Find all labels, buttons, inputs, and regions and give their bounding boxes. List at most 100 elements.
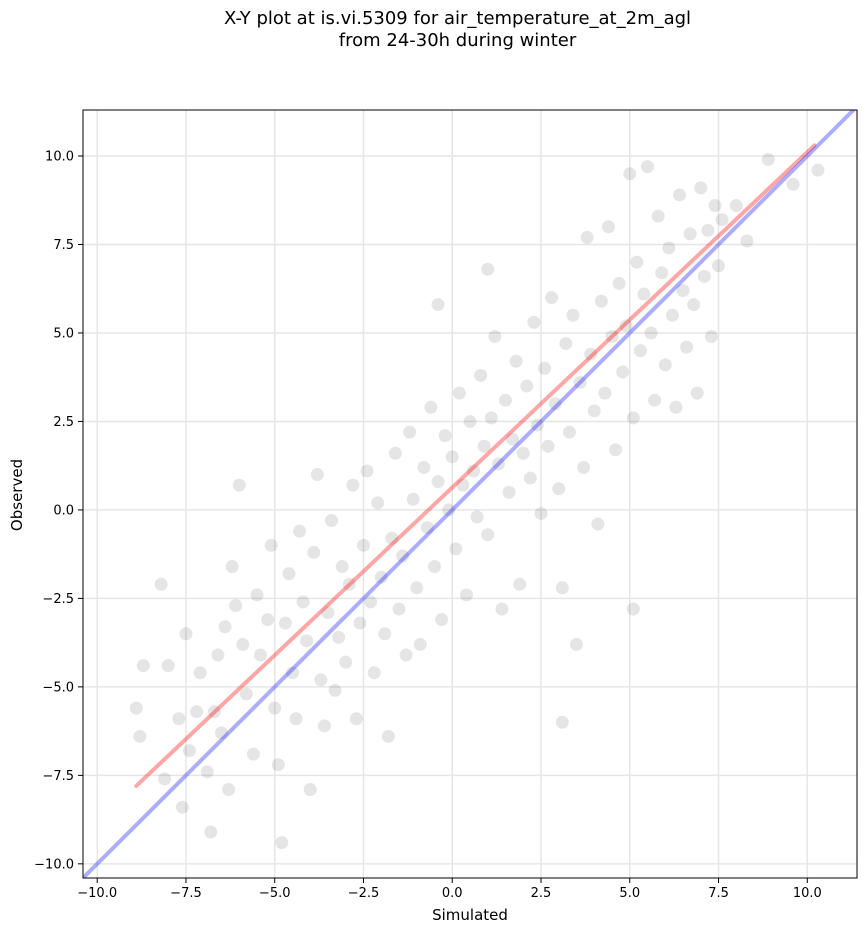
data-point [410,581,424,595]
x-tick-label: 7.5 [708,886,729,901]
data-point [811,163,825,177]
data-point [342,577,356,591]
data-point [179,627,193,641]
data-point [662,241,676,255]
data-point [325,514,339,528]
data-point [328,683,342,697]
data-point [385,531,399,545]
identity-line [83,110,857,878]
data-point [381,729,395,743]
data-point [488,330,502,344]
data-point [303,783,317,797]
y-axis-ticks: −10.0 −7.5 −5.0 −2.5 0.0 2.5 5.0 7.5 10.0 [34,150,83,872]
data-point [704,330,718,344]
data-point [396,549,410,563]
data-point [367,666,381,680]
y-tick-label: −7.5 [42,769,74,784]
data-point [399,648,413,662]
data-point [175,800,189,814]
data-point [360,464,374,478]
data-point [388,446,402,460]
data-point [438,429,452,443]
data-point [371,496,385,510]
data-point [541,439,555,453]
data-point [609,443,623,457]
data-point [346,478,360,492]
data-point [300,634,314,648]
data-point [651,209,665,223]
data-point [637,287,651,301]
data-point [484,411,498,425]
data-point [307,545,321,559]
data-point [672,188,686,202]
data-point [467,464,481,478]
data-point [570,637,584,651]
data-point [559,337,573,351]
data-point [562,425,576,439]
data-point [474,368,488,382]
data-point [229,598,243,612]
data-point [594,294,608,308]
x-tick-label: 10.0 [793,886,822,901]
y-tick-label: −5.0 [42,680,74,695]
grid-lines [83,110,857,878]
data-point [573,376,587,390]
data-point [154,577,168,591]
data-point [317,719,331,733]
data-point [211,648,225,662]
data-point [172,712,186,726]
y-tick-label: 0.0 [53,503,74,518]
data-point [669,400,683,414]
data-point [204,825,218,839]
data-point [626,411,640,425]
data-point [555,581,569,595]
data-point [452,386,466,400]
data-point [232,478,246,492]
data-point [729,199,743,213]
data-point [616,365,630,379]
data-point [218,620,232,634]
data-point [513,577,527,591]
data-point [321,606,335,620]
data-point [580,230,594,244]
data-point [264,538,278,552]
data-point [680,340,694,354]
data-point [506,432,520,446]
data-point [470,510,484,524]
y-tick-label: 2.5 [53,415,74,430]
data-point [715,213,729,227]
data-point [420,521,434,535]
y-tick-label: 7.5 [53,238,74,253]
data-point [356,538,370,552]
data-point [296,595,310,609]
data-point [239,687,253,701]
data-point [161,659,175,673]
data-point [246,747,260,761]
data-point [495,602,509,616]
x-tick-label: 0.0 [442,886,463,901]
data-point [690,386,704,400]
data-point [655,266,669,280]
data-point [353,616,367,630]
data-point [491,457,505,471]
data-point [431,298,445,312]
data-point [786,177,800,191]
data-point [477,439,491,453]
data-point [545,291,559,305]
data-point [261,613,275,627]
data-point [566,308,580,322]
data-point [293,524,307,538]
data-point [648,393,662,407]
data-point [548,397,562,411]
data-point [136,659,150,673]
data-point [289,712,303,726]
data-point [158,772,172,786]
data-point [133,729,147,743]
data-point [587,404,601,418]
data-point [641,160,655,174]
data-point [268,701,282,715]
data-point [555,715,569,729]
data-point [183,744,197,758]
data-point [222,783,236,797]
data-point [538,361,552,375]
